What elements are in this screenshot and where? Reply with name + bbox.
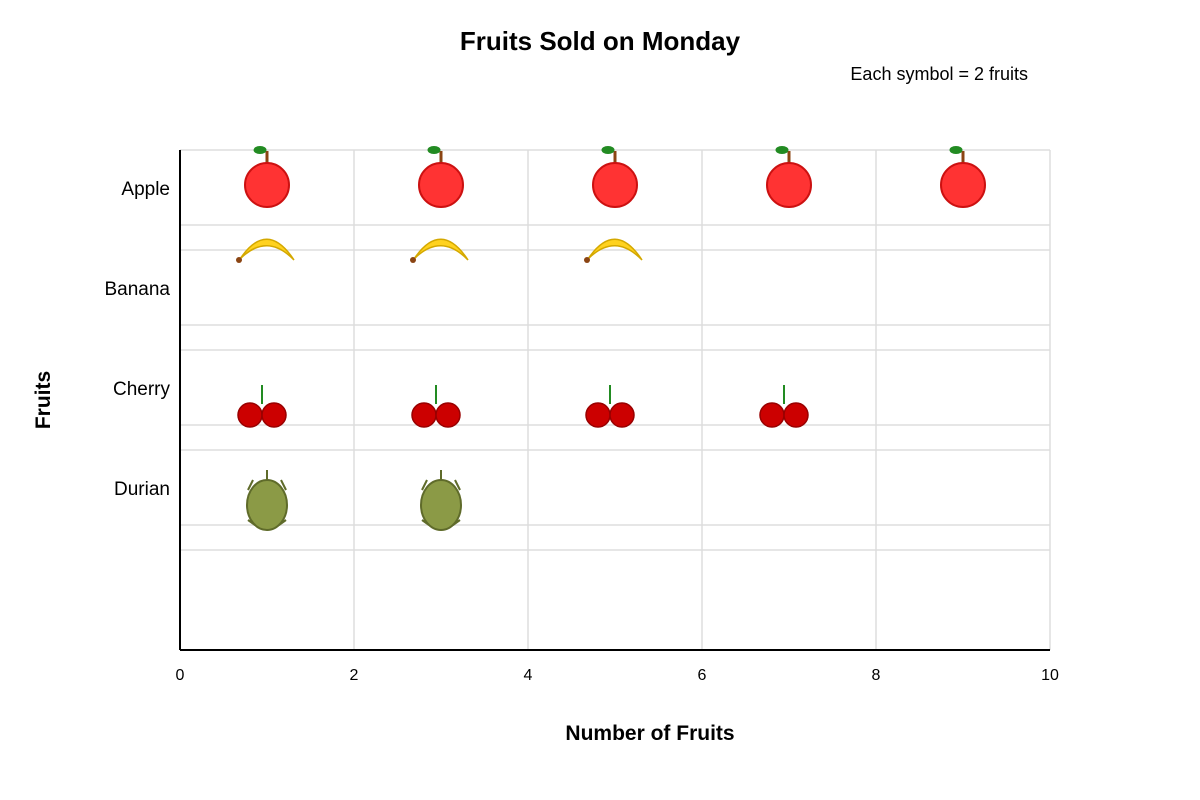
banana-symbol [584, 238, 643, 263]
cherry-symbol [237, 385, 287, 428]
apple-symbol [244, 146, 290, 208]
durian-symbol [420, 470, 462, 531]
grid [180, 149, 1051, 650]
apple-symbol [418, 146, 464, 208]
x-tick-label: 4 [524, 667, 533, 684]
cherry-symbol [411, 385, 461, 428]
x-tick-label: 0 [176, 667, 185, 684]
x-tick-label: 10 [1041, 667, 1059, 684]
cherry-symbol [585, 385, 635, 428]
y-axis-title: Fruits [32, 371, 55, 429]
chart-title: Fruits Sold on Monday [460, 26, 741, 56]
apple-symbol [940, 146, 986, 208]
apple-symbol [592, 146, 638, 208]
x-tick-label: 6 [698, 667, 707, 684]
category-label: Durian [114, 479, 170, 500]
category-label: Banana [104, 279, 170, 300]
category-label: Cherry [113, 379, 171, 400]
x-tick-label: 8 [872, 667, 881, 684]
apple-symbol [766, 146, 812, 208]
cherry-symbol [759, 385, 809, 428]
category-labels: Apple Banana Cherry Durian [104, 179, 170, 500]
x-tick-labels: 0 2 4 6 8 10 [176, 667, 1059, 684]
x-axis-title: Number of Fruits [565, 722, 734, 745]
banana-symbol [236, 238, 295, 263]
durian-symbol [246, 470, 288, 531]
category-label: Apple [121, 179, 170, 200]
banana-symbol [410, 238, 469, 263]
legend-note: Each symbol = 2 fruits [850, 64, 1028, 84]
symbols [236, 146, 986, 531]
x-tick-label: 2 [350, 667, 359, 684]
